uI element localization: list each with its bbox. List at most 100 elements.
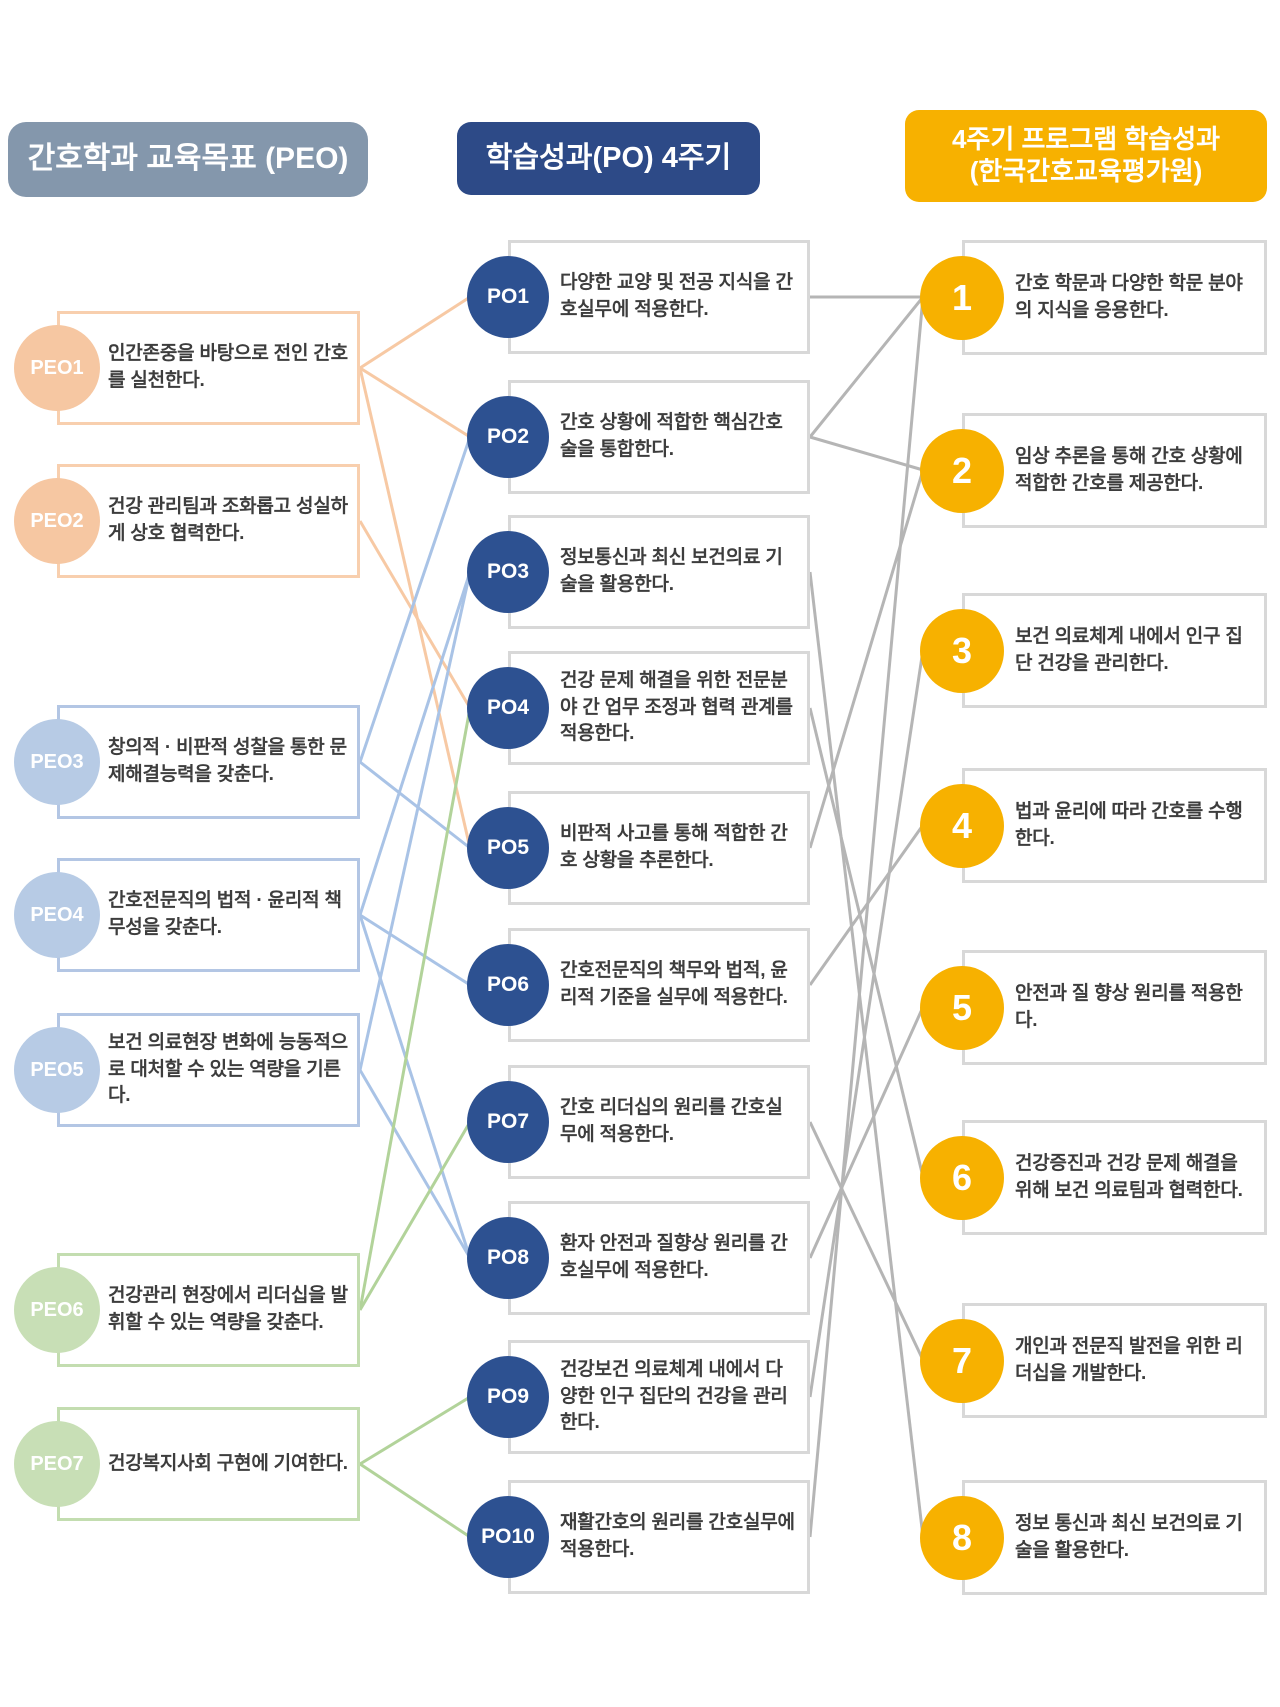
klo4-circle: 4	[920, 783, 1004, 868]
po8-circle: PO8	[467, 1217, 549, 1299]
klo3-box: 보건 의료체계 내에서 인구 집단 건강을 관리한다.	[962, 593, 1267, 708]
klo-header-line1: 4주기 프로그램 학습성과	[951, 124, 1221, 155]
klo1-item: 간호 학문과 다양한 학문 분야의 지식을 응용한다. 1	[920, 240, 1267, 355]
klo8-box: 정보 통신과 최신 보건의료 기술을 활용한다.	[962, 1480, 1267, 1595]
po10-circle: PO10	[467, 1496, 549, 1578]
klo3-item: 보건 의료체계 내에서 인구 집단 건강을 관리한다. 3	[920, 593, 1267, 708]
po4-box: 건강 문제 해결을 위한 전문분야 간 업무 조정과 협력 관계를 적용한다.	[508, 651, 810, 765]
po6-circle: PO6	[467, 944, 549, 1026]
klo4-box: 법과 윤리에 따라 간호를 수행한다.	[962, 768, 1267, 883]
po7-item: 간호 리더십의 원리를 간호실무에 적용한다. PO7	[467, 1065, 810, 1179]
klo2-circle: 2	[920, 428, 1004, 513]
klo7-item: 개인과 전문직 발전을 위한 리더십을 개발한다. 7	[920, 1303, 1267, 1418]
peo7-text: 건강복지사회 구현에 기여한다.	[108, 1452, 348, 1474]
po3-text: 정보통신과 최신 보건의료 기술을 활용한다.	[560, 547, 783, 595]
po2-text: 간호 상황에 적합한 핵심간호술을 통합한다.	[560, 412, 783, 460]
peo1-circle: PEO1	[14, 325, 100, 411]
peo7-circle: PEO7	[14, 1421, 100, 1507]
po2-circle: PO2	[467, 396, 549, 478]
peo6-box: 건강관리 현장에서 리더십을 발휘할 수 있는 역량을 갖춘다.	[57, 1253, 360, 1367]
klo3-text: 보건 의료체계 내에서 인구 집단 건강을 관리한다.	[1015, 625, 1243, 674]
peo3-text: 창의적 · 비판적 성찰을 통한 문제해결능력을 갖춘다.	[108, 737, 347, 785]
po6-box: 간호전문직의 책무와 법적, 윤리적 기준을 실무에 적용한다.	[508, 928, 810, 1042]
peo2-item: 건강 관리팀과 조화롭고 성실하게 상호 협력한다. PEO2	[14, 464, 360, 578]
peo1-text: 인간존중을 바탕으로 전인 간호를 실천한다.	[108, 343, 348, 391]
po3-circle: PO3	[467, 531, 549, 613]
peo3-item: 창의적 · 비판적 성찰을 통한 문제해결능력을 갖춘다. PEO3	[14, 705, 360, 819]
klo4-text: 법과 윤리에 따라 간호를 수행한다.	[1015, 800, 1243, 849]
po6-item: 간호전문직의 책무와 법적, 윤리적 기준을 실무에 적용한다. PO6	[467, 928, 810, 1042]
po8-text: 환자 안전과 질향상 원리를 간호실무에 적용한다.	[560, 1233, 788, 1281]
po3-box: 정보통신과 최신 보건의료 기술을 활용한다.	[508, 515, 810, 629]
peo5-box: 보건 의료현장 변화에 능동적으로 대처할 수 있는 역량을 기른다.	[57, 1013, 360, 1127]
klo7-box: 개인과 전문직 발전을 위한 리더십을 개발한다.	[962, 1303, 1267, 1418]
po9-item: 건강보건 의료체계 내에서 다양한 인구 집단의 건강을 관리한다. PO9	[467, 1340, 810, 1454]
klo5-box: 안전과 질 향상 원리를 적용한다.	[962, 950, 1267, 1065]
peo3-box: 창의적 · 비판적 성찰을 통한 문제해결능력을 갖춘다.	[57, 705, 360, 819]
po10-box: 재활간호의 원리를 간호실무에 적용한다.	[508, 1480, 810, 1594]
peo2-text: 건강 관리팀과 조화롭고 성실하게 상호 협력한다.	[108, 496, 348, 544]
po7-circle: PO7	[467, 1081, 549, 1163]
peo6-text: 건강관리 현장에서 리더십을 발휘할 수 있는 역량을 갖춘다.	[108, 1285, 348, 1333]
po5-box: 비판적 사고를 통해 적합한 간호 상황을 추론한다.	[508, 791, 810, 905]
po4-text: 건강 문제 해결을 위한 전문분야 간 업무 조정과 협력 관계를 적용한다.	[560, 670, 793, 745]
peo3-circle: PEO3	[14, 719, 100, 805]
po4-circle: PO4	[467, 667, 549, 749]
po9-circle: PO9	[467, 1356, 549, 1438]
klo6-text: 건강증진과 건강 문제 해결을 위해 보건 의료팀과 협력한다.	[1015, 1152, 1243, 1201]
peo5-item: 보건 의료현장 변화에 능동적으로 대처할 수 있는 역량을 기른다. PEO5	[14, 1013, 360, 1127]
peo-column-header: 간호학과 교육목표 (PEO)	[8, 122, 368, 197]
peo1-box: 인간존중을 바탕으로 전인 간호를 실천한다.	[57, 311, 360, 425]
klo8-item: 정보 통신과 최신 보건의료 기술을 활용한다. 8	[920, 1480, 1267, 1595]
klo6-box: 건강증진과 건강 문제 해결을 위해 보건 의료팀과 협력한다.	[962, 1120, 1267, 1235]
po8-box: 환자 안전과 질향상 원리를 간호실무에 적용한다.	[508, 1201, 810, 1315]
peo7-item: 건강복지사회 구현에 기여한다. PEO7	[14, 1407, 360, 1521]
klo2-item: 임상 추론을 통해 간호 상황에 적합한 간호를 제공한다. 2	[920, 413, 1267, 528]
peo4-box: 간호전문직의 법적 · 윤리적 책무성을 갖춘다.	[57, 858, 360, 972]
klo8-circle: 8	[920, 1495, 1004, 1580]
peo4-text: 간호전문직의 법적 · 윤리적 책무성을 갖춘다.	[108, 890, 342, 938]
klo3-circle: 3	[920, 608, 1004, 693]
klo6-item: 건강증진과 건강 문제 해결을 위해 보건 의료팀과 협력한다. 6	[920, 1120, 1267, 1235]
klo7-text: 개인과 전문직 발전을 위한 리더십을 개발한다.	[1015, 1335, 1243, 1384]
po-column-header: 학습성과(PO) 4주기	[457, 122, 760, 195]
peo5-circle: PEO5	[14, 1027, 100, 1113]
klo7-circle: 7	[920, 1318, 1004, 1403]
klo1-circle: 1	[920, 255, 1004, 340]
po8-item: 환자 안전과 질향상 원리를 간호실무에 적용한다. PO8	[467, 1201, 810, 1315]
po1-box: 다양한 교양 및 전공 지식을 간호실무에 적용한다.	[508, 240, 810, 354]
klo-column-header: 4주기 프로그램 학습성과 (한국간호교육평가원)	[905, 110, 1267, 202]
po10-text: 재활간호의 원리를 간호실무에 적용한다.	[560, 1512, 795, 1560]
peo4-item: 간호전문직의 법적 · 윤리적 책무성을 갖춘다. PEO4	[14, 858, 360, 972]
po9-box: 건강보건 의료체계 내에서 다양한 인구 집단의 건강을 관리한다.	[508, 1340, 810, 1454]
peo1-item: 인간존중을 바탕으로 전인 간호를 실천한다. PEO1	[14, 311, 360, 425]
po10-item: 재활간호의 원리를 간호실무에 적용한다. PO10	[467, 1480, 810, 1594]
po7-box: 간호 리더십의 원리를 간호실무에 적용한다.	[508, 1065, 810, 1179]
peo4-circle: PEO4	[14, 872, 100, 958]
klo6-circle: 6	[920, 1135, 1004, 1220]
po2-box: 간호 상황에 적합한 핵심간호술을 통합한다.	[508, 380, 810, 494]
peo6-circle: PEO6	[14, 1267, 100, 1353]
po1-item: 다양한 교양 및 전공 지식을 간호실무에 적용한다. PO1	[467, 240, 810, 354]
klo8-text: 정보 통신과 최신 보건의료 기술을 활용한다.	[1015, 1512, 1243, 1561]
po9-text: 건강보건 의료체계 내에서 다양한 인구 집단의 건강을 관리한다.	[560, 1359, 788, 1434]
po4-item: 건강 문제 해결을 위한 전문분야 간 업무 조정과 협력 관계를 적용한다. …	[467, 651, 810, 765]
klo5-text: 안전과 질 향상 원리를 적용한다.	[1015, 982, 1243, 1031]
klo1-box: 간호 학문과 다양한 학문 분야의 지식을 응용한다.	[962, 240, 1267, 355]
peo-header-label: 간호학과 교육목표 (PEO)	[27, 142, 349, 176]
klo4-item: 법과 윤리에 따라 간호를 수행한다. 4	[920, 768, 1267, 883]
po2-item: 간호 상황에 적합한 핵심간호술을 통합한다. PO2	[467, 380, 810, 494]
peo5-text: 보건 의료현장 변화에 능동적으로 대처할 수 있는 역량을 기른다.	[108, 1032, 348, 1107]
po3-item: 정보통신과 최신 보건의료 기술을 활용한다. PO3	[467, 515, 810, 629]
po5-text: 비판적 사고를 통해 적합한 간호 상황을 추론한다.	[560, 823, 788, 871]
klo1-text: 간호 학문과 다양한 학문 분야의 지식을 응용한다.	[1015, 272, 1243, 321]
klo2-text: 임상 추론을 통해 간호 상황에 적합한 간호를 제공한다.	[1015, 445, 1243, 494]
klo5-circle: 5	[920, 965, 1004, 1050]
peo6-item: 건강관리 현장에서 리더십을 발휘할 수 있는 역량을 갖춘다. PEO6	[14, 1253, 360, 1367]
po-header-label: 학습성과(PO) 4주기	[485, 141, 732, 174]
klo2-box: 임상 추론을 통해 간호 상황에 적합한 간호를 제공한다.	[962, 413, 1267, 528]
peo2-circle: PEO2	[14, 478, 100, 564]
po7-text: 간호 리더십의 원리를 간호실무에 적용한다.	[560, 1097, 783, 1145]
